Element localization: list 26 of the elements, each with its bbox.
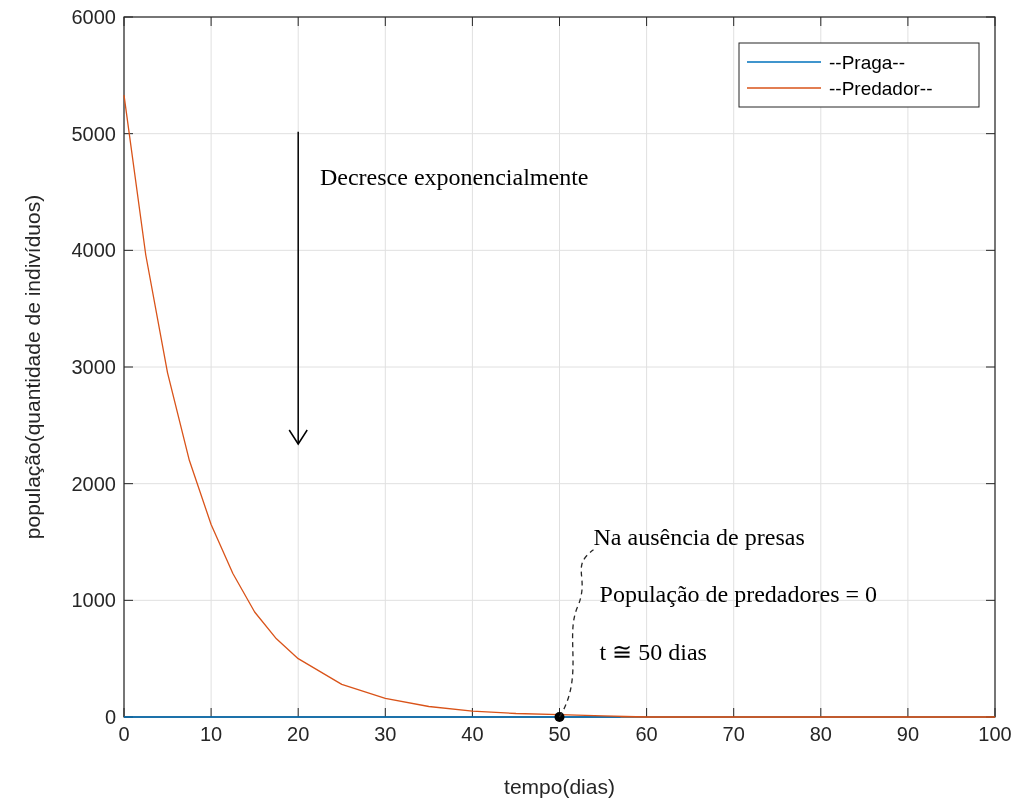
annotation: Decresce exponencialmente <box>319 164 589 190</box>
y-tick-label: 1000 <box>71 589 116 612</box>
x-tick-label: 10 <box>199 723 223 745</box>
x-axis-title: tempo(dias) <box>504 775 615 798</box>
x-tick-label: 60 <box>635 723 658 745</box>
legend-label: --Predador-- <box>829 78 933 99</box>
legend-label: --Praga-- <box>829 52 906 73</box>
y-tick-label: 3000 <box>71 356 116 378</box>
annotation: Na ausência de presas <box>593 523 805 550</box>
x-tick-label: 20 <box>287 723 310 745</box>
y-tick-label: 2000 <box>71 472 116 495</box>
x-tick-label: 70 <box>722 723 745 745</box>
annotation: t ≅ 50 dias <box>599 638 707 665</box>
x-tick-label: 90 <box>896 723 920 745</box>
x-tick-label: 80 <box>809 723 832 745</box>
y-tick-label: 4000 <box>71 239 116 262</box>
x-tick-label: 30 <box>374 723 397 745</box>
x-tick-label: 40 <box>461 723 484 745</box>
annotation: População de predadores = 0 <box>599 581 878 608</box>
x-tick-label: 100 <box>978 723 1012 745</box>
x-tick-label: 50 <box>548 723 571 745</box>
y-tick-label: 0 <box>104 706 116 728</box>
y-tick-label: 5000 <box>71 122 116 145</box>
y-axis-title: população(quantidade de indivíduos) <box>21 194 44 540</box>
x-tick-label: 0 <box>118 723 130 745</box>
y-tick-label: 6000 <box>71 6 116 28</box>
